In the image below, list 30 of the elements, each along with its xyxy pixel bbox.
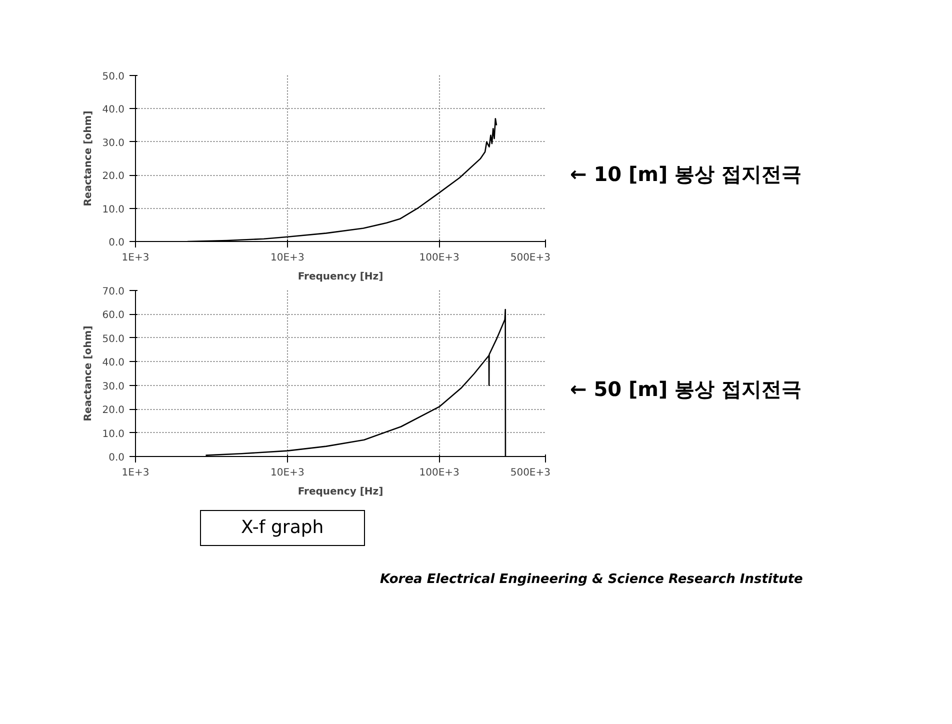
y-tick-label: 10.0 (102, 428, 124, 440)
x-tick-label: 1E+3 (122, 252, 150, 264)
text: ← 10 [m] 봉상 접지전극 (570, 161, 802, 188)
y-tick-label: 20.0 (102, 405, 124, 416)
y-tick-label: 10.0 (102, 204, 124, 216)
y-tick-label: 20.0 (102, 171, 124, 182)
x-tick-label: 10E+3 (270, 252, 304, 264)
y-tick-label: 30.0 (102, 138, 124, 149)
y-tick-label: 0.0 (108, 452, 125, 464)
y-tick-label: 40.0 (102, 358, 124, 369)
y-axis-title: Reactance [ohm] (83, 326, 94, 422)
x-tick-label: 500E+3 (510, 468, 551, 478)
y-tick-label: 40.0 (102, 104, 124, 116)
y-tick-label: 0.0 (108, 238, 125, 248)
text: ← 50 [m] 봉상 접지전극 (570, 376, 802, 403)
y-tick-label: 50.0 (102, 72, 124, 82)
y-tick-label: 70.0 (102, 286, 124, 298)
text: X-f graph (241, 516, 324, 540)
x-axis-title: Frequency [Hz] (298, 272, 384, 282)
x-tick-label: 10E+3 (270, 468, 304, 478)
x-axis-title: Frequency [Hz] (298, 486, 384, 498)
x-tick-label: 1E+3 (122, 468, 150, 478)
y-axis-title: Reactance [ohm] (83, 110, 94, 206)
x-tick-label: 100E+3 (419, 468, 460, 478)
x-tick-label: 500E+3 (510, 252, 551, 264)
x-tick-label: 100E+3 (419, 252, 460, 264)
y-tick-label: 50.0 (102, 334, 124, 345)
y-tick-label: 60.0 (102, 310, 124, 322)
text: Korea Electrical Engineering & Science Research Institute (380, 570, 803, 589)
y-tick-label: 30.0 (102, 381, 124, 392)
